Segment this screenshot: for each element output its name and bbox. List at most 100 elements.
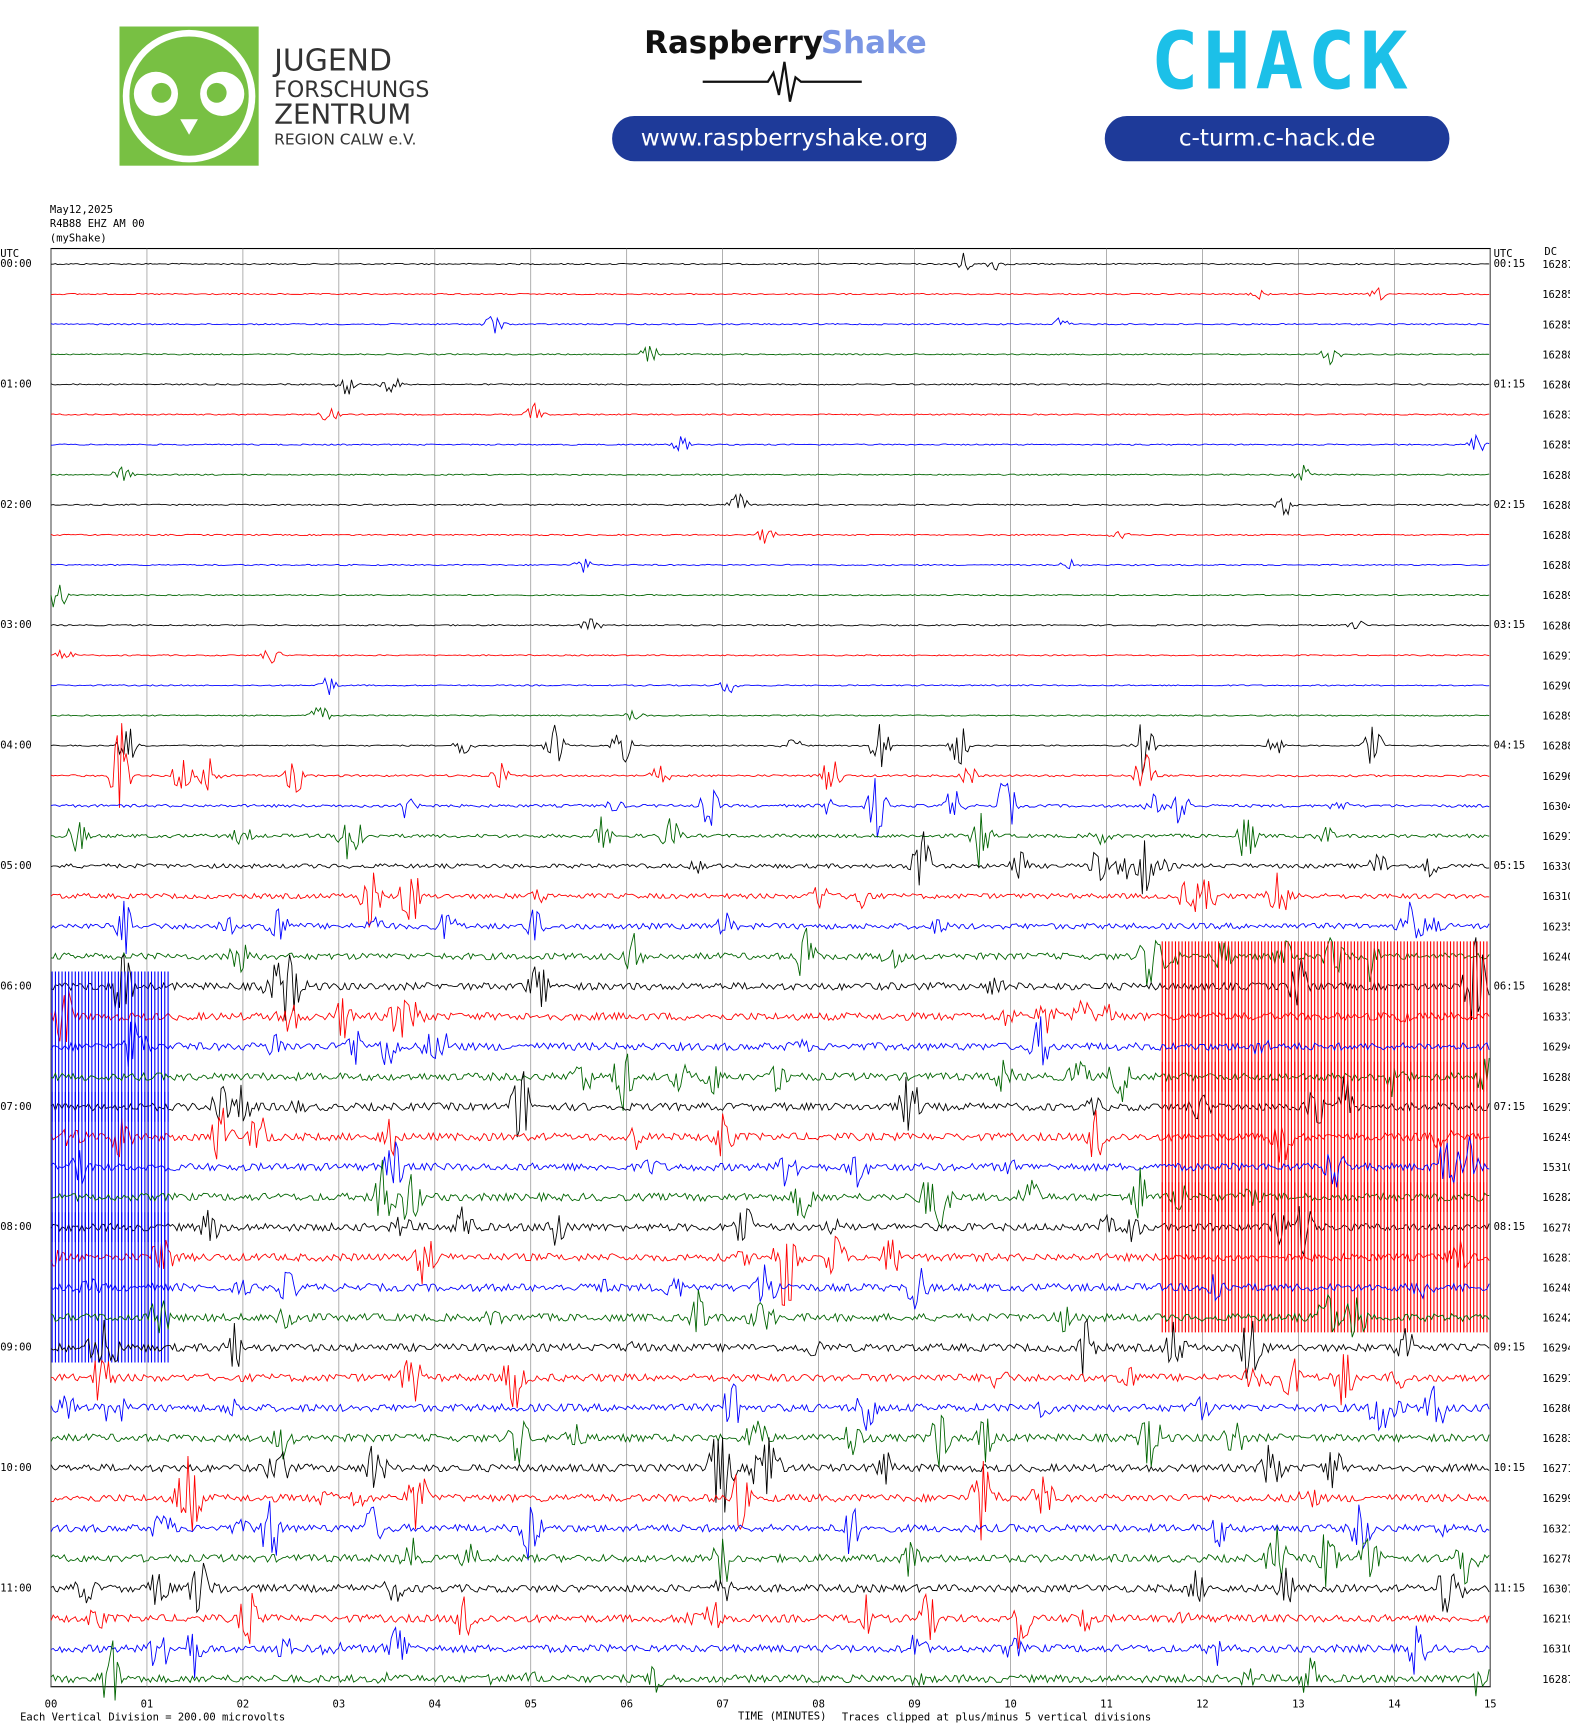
row-time-label: 02:15: [1494, 499, 1526, 511]
dc-value: 16240: [1542, 951, 1570, 963]
dc-value: 16285: [1542, 982, 1570, 994]
trace: [50, 1206, 1490, 1257]
trace: [50, 872, 1490, 928]
dc-value: 16278: [1542, 1222, 1570, 1234]
dc-value: 16290: [1542, 681, 1570, 693]
row-time-label: 05:00: [0, 860, 32, 872]
trace: [50, 377, 1490, 395]
dc-value: 16289: [1542, 711, 1570, 723]
dc-value: 16294: [1542, 1042, 1570, 1054]
row-time-label: 07:00: [0, 1101, 32, 1113]
dc-value: 16307: [1542, 1584, 1570, 1596]
trace: [50, 558, 1490, 573]
clipped-trace: [1161, 1182, 1488, 1333]
trace: [50, 1289, 1490, 1338]
x-tick-label: 09: [908, 1698, 921, 1710]
x-tick-label: 00: [45, 1698, 58, 1710]
row-time-label: 01:00: [0, 378, 32, 390]
trace: [50, 1264, 1490, 1310]
trace: [50, 1455, 1490, 1541]
dc-value: 15310: [1542, 1162, 1570, 1174]
trace: [50, 677, 1490, 695]
dc-value: 16285: [1542, 440, 1570, 452]
trace: [50, 723, 1490, 808]
logo-text: Raspberry: [644, 25, 823, 61]
row-time-label: 11:00: [0, 1582, 32, 1594]
logo-text: Shake: [821, 25, 927, 61]
x-tick-label: 14: [1388, 1698, 1401, 1710]
source: (myShake): [50, 233, 107, 245]
row-time-label: 08:00: [0, 1221, 32, 1233]
dc-value: 16242: [1542, 1313, 1570, 1325]
clipped-trace: [51, 971, 169, 1122]
url-text: www.raspberryshake.org: [641, 125, 928, 152]
axis-title: UTC: [0, 248, 19, 260]
row-time-label: 04:00: [0, 740, 32, 752]
x-axis-title: TIME (MINUTES): [738, 1711, 826, 1723]
dc-value: 16287: [1542, 1674, 1570, 1686]
logo-text: CHACK: [1151, 14, 1412, 107]
row-time-label: 07:15: [1494, 1101, 1526, 1113]
trace: [50, 1235, 1490, 1306]
trace: [50, 937, 1490, 1021]
clipped-trace: [1161, 941, 1488, 1092]
dc-value: 16249: [1542, 1132, 1570, 1144]
row-time-label: 03:15: [1494, 619, 1526, 631]
dc-value: 16285: [1542, 289, 1570, 301]
row-time-label: 06:15: [1494, 980, 1526, 992]
url-pill: [1104, 115, 1450, 162]
trace: [50, 812, 1490, 869]
trace: [50, 1625, 1490, 1679]
trace: [50, 464, 1490, 481]
dc-value: 16278: [1542, 1553, 1570, 1565]
labels: 00 01 02 03 04 05 06 07 08 09 10 11 12 13 14 15 00:00 01:…: [0, 258, 1570, 1710]
x-tick-label: 11: [1100, 1698, 1113, 1710]
trace: [50, 345, 1490, 366]
trace: [50, 433, 1490, 452]
clip-note: Traces clipped at plus/minus 5 vertical …: [842, 1712, 1151, 1724]
trace: [50, 1016, 1490, 1067]
row-time-label: 06:00: [0, 980, 32, 992]
trace: [50, 1414, 1490, 1468]
dc-value: 16282: [1542, 1192, 1570, 1204]
trace: [50, 252, 1490, 271]
trace: [50, 831, 1490, 895]
trace: [50, 1640, 1490, 1701]
trace: [50, 618, 1490, 631]
dc-value: 16304: [1542, 801, 1570, 813]
dc-value: 16283: [1542, 1433, 1570, 1445]
logo-beak: [180, 119, 198, 135]
row-time-label: 01:15: [1494, 378, 1526, 390]
trace: [50, 492, 1490, 517]
x-tick-label: 06: [620, 1698, 633, 1710]
trace: [50, 584, 1490, 608]
dc-value: 16297: [1542, 1102, 1570, 1114]
x-tick-label: 15: [1484, 1698, 1497, 1710]
trace: [50, 1136, 1490, 1188]
dc-value: 16294: [1542, 1343, 1570, 1355]
row-time-label: 11:15: [1494, 1582, 1526, 1594]
x-tick-label: 13: [1292, 1698, 1305, 1710]
row-time-label: 02:00: [0, 499, 32, 511]
jfz-logo: JUGEND FORSCHUNGS ZENTRUM REGION CALW e.…: [119, 26, 429, 166]
logo-wave: [702, 61, 862, 102]
logo-text: REGION CALW e.V.: [274, 131, 416, 149]
dc-value: 16286: [1542, 380, 1570, 392]
logo-owl: [129, 36, 249, 156]
dc-value: 16299: [1542, 1493, 1570, 1505]
dc-value: 16219: [1542, 1614, 1570, 1626]
x-tick-label: 01: [141, 1698, 154, 1710]
dc-value: 16283: [1542, 410, 1570, 422]
dc-value: 16286: [1542, 1403, 1570, 1415]
trace: [50, 1437, 1490, 1513]
dc-value: 16310: [1542, 891, 1570, 903]
dc-value: 16287: [1542, 259, 1570, 271]
logo-text: FORSCHUNGS: [274, 77, 429, 103]
trace: [50, 778, 1490, 838]
dc-value: 16288: [1542, 530, 1570, 542]
